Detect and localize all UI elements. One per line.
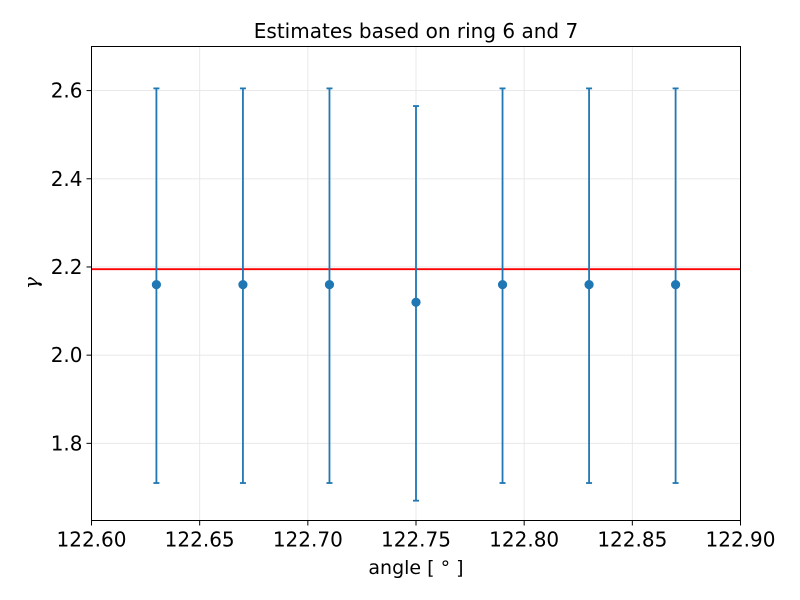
error-bars: [153, 87, 679, 502]
data-point: [238, 280, 248, 290]
x-axis-label: angle [ ° ]: [368, 557, 463, 579]
data-point: [584, 280, 594, 290]
data-points: [151, 280, 681, 307]
chart-title: Estimates based on ring 6 and 7: [254, 19, 578, 43]
data-point: [324, 280, 335, 290]
data-point: [151, 280, 161, 290]
data-point: [411, 297, 421, 307]
y-tick-label: 2.2: [51, 255, 83, 279]
x-tick-label: 122.90: [706, 528, 776, 552]
y-axis-label: γ: [19, 277, 43, 289]
y-tick-label: 1.8: [51, 431, 83, 455]
data-point: [497, 280, 508, 290]
x-ticks: 122.60 122.65 122.70 122.75 122.80 122.85 122.…: [57, 520, 776, 552]
x-tick-label: 122.80: [489, 528, 559, 552]
x-tick-label: 122.85: [597, 528, 667, 552]
x-tick-label: 122.70: [273, 528, 343, 552]
x-tick-label: 122.75: [381, 528, 451, 552]
y-tick-label: 2.6: [51, 79, 83, 103]
x-tick-label: 122.65: [165, 528, 235, 552]
y-tick-label: 2.0: [51, 343, 83, 367]
y-ticks: 1.8 2.0 2.2 2.4 2.6: [51, 79, 92, 455]
y-tick-label: 2.4: [51, 167, 83, 191]
data-point: [671, 280, 681, 290]
x-tick-label: 122.60: [57, 528, 127, 552]
